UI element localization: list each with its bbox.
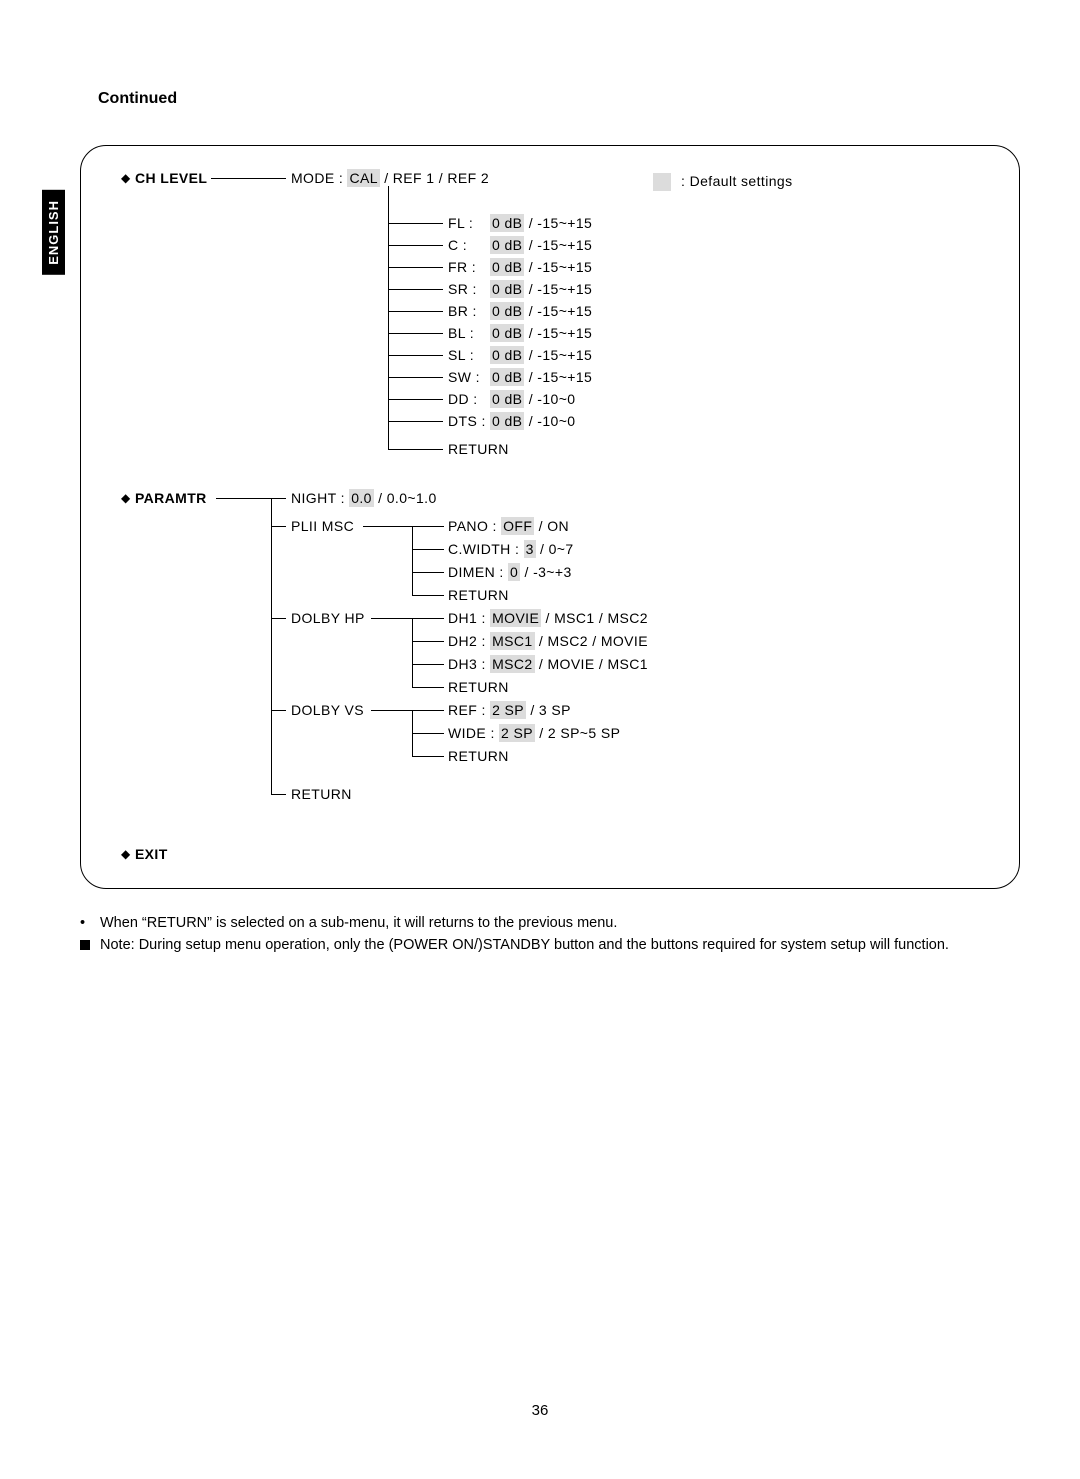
ch-level-title: ◆ CH LEVEL (121, 170, 207, 186)
ch-dd: DD :0 dB / -10~0 (448, 391, 575, 407)
dolby-vs-wide: WIDE : 2 SP / 2 SP~5 SP (448, 725, 620, 741)
paramtr-title: ◆ PARAMTR (121, 490, 207, 506)
dolby-vs-ref: REF : 2 SP / 3 SP (448, 702, 571, 718)
footnotes: • When “RETURN” is selected on a sub-men… (80, 912, 1020, 956)
mode-row: MODE : CAL / REF 1 / REF 2 (291, 170, 489, 186)
ch-return: RETURN (448, 441, 509, 457)
plii-pano: PANO : OFF / ON (448, 518, 569, 534)
legend-label: : Default settings (681, 173, 792, 189)
ch-sr: SR :0 dB / -15~+15 (448, 281, 592, 297)
dolby-hp-label: DOLBY HP (291, 610, 365, 626)
ch-c: C :0 dB / -15~+15 (448, 237, 592, 253)
ch-br: BR :0 dB / -15~+15 (448, 303, 592, 319)
dolby-vs-return: RETURN (448, 748, 509, 764)
dolby-hp-dh3: DH3 : MSC2 / MOVIE / MSC1 (448, 656, 648, 672)
page-number: 36 (0, 1402, 1080, 1419)
paramtr-return: RETURN (291, 786, 352, 802)
dolby-hp-dh2: DH2 : MSC1 / MSC2 / MOVIE (448, 633, 648, 649)
menu-tree-diagram: : Default settings ◆ CH LEVEL MODE : CAL… (80, 145, 1020, 889)
plii-return: RETURN (448, 587, 509, 603)
exit-title: ◆ EXIT (121, 846, 168, 862)
footnote-1: When “RETURN” is selected on a sub-menu,… (100, 914, 617, 934)
bullet-square-icon (80, 936, 100, 957)
ch-sw: SW :0 dB / -15~+15 (448, 369, 592, 385)
dolby-hp-dh1: DH1 : MOVIE / MSC1 / MSC2 (448, 610, 648, 626)
footnote-2: Note: During setup menu operation, only … (100, 936, 949, 957)
dolby-hp-return: RETURN (448, 679, 509, 695)
continued-heading: Continued (98, 90, 177, 108)
plii-dimen: DIMEN : 0 / -3~+3 (448, 564, 572, 580)
ch-sl: SL :0 dB / -15~+15 (448, 347, 592, 363)
ch-dts: DTS :0 dB / -10~0 (448, 413, 575, 429)
paramtr-night: NIGHT : 0.0 / 0.0~1.0 (291, 490, 437, 506)
plii-cwidth: C.WIDTH : 3 / 0~7 (448, 541, 574, 557)
ch-fl: FL :0 dB / -15~+15 (448, 215, 592, 231)
plii-msc-label: PLII MSC (291, 518, 354, 534)
default-swatch (653, 173, 671, 191)
language-tab: ENGLISH (42, 190, 65, 275)
bullet-dot-icon: • (80, 914, 100, 934)
ch-bl: BL :0 dB / -15~+15 (448, 325, 592, 341)
dolby-vs-label: DOLBY VS (291, 702, 364, 718)
ch-fr: FR :0 dB / -15~+15 (448, 259, 592, 275)
